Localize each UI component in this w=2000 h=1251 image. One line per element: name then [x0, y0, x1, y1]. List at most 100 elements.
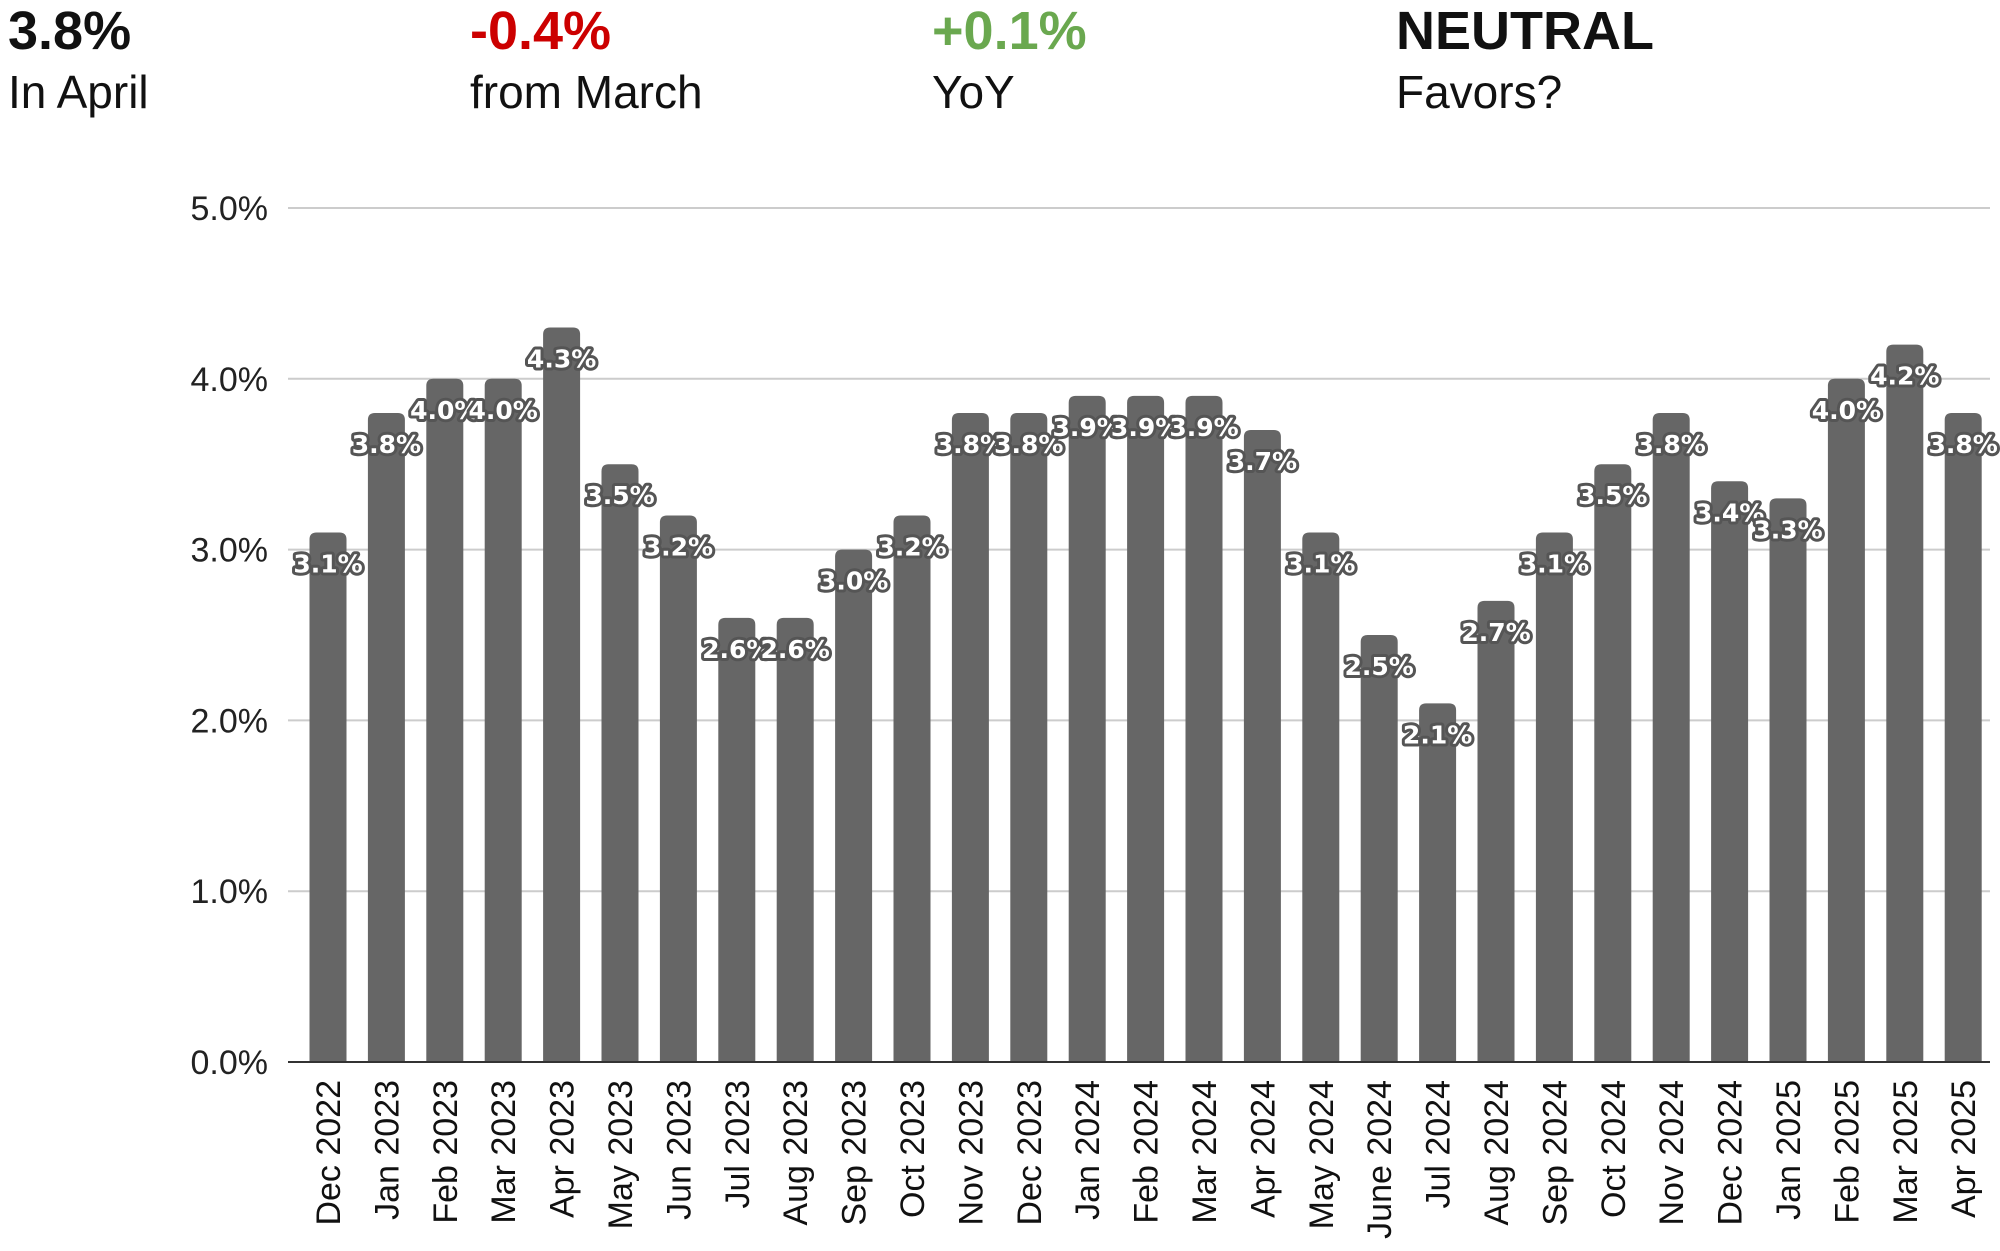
- bar: [1769, 498, 1807, 1062]
- x-category-label: Aug 2024: [1478, 1080, 1516, 1226]
- bar: [1535, 532, 1573, 1062]
- bar: [835, 549, 873, 1062]
- bar: [309, 532, 347, 1062]
- x-category-label: Oct 2023: [894, 1080, 932, 1218]
- bars: [309, 327, 1982, 1063]
- data-label: 2.7%: [1461, 618, 1530, 647]
- bar: [1302, 532, 1340, 1062]
- data-label: 2.5%: [1345, 652, 1414, 681]
- bar: [1886, 344, 1924, 1062]
- y-tick-label: 1.0%: [191, 873, 269, 911]
- x-category-label: Sep 2023: [836, 1080, 874, 1226]
- bar: [1944, 412, 1982, 1063]
- stat-month-change: -0.4% from March: [470, 0, 703, 122]
- bar: [426, 378, 464, 1062]
- x-category-label: June 2024: [1361, 1080, 1399, 1239]
- x-category-label: Jul 2023: [719, 1080, 757, 1209]
- x-category-label: Nov 2023: [952, 1080, 990, 1226]
- bar: [1127, 395, 1165, 1062]
- data-label: 3.8%: [1929, 430, 1998, 459]
- bar: [951, 412, 989, 1063]
- data-label: 2.6%: [702, 635, 771, 664]
- data-label: 3.3%: [1753, 515, 1822, 544]
- bar: [718, 617, 756, 1062]
- data-label: 2.6%: [761, 635, 830, 664]
- x-category-label: Jan 2023: [368, 1080, 406, 1220]
- bar: [1827, 378, 1865, 1062]
- stat-yoy-change: +0.1% YoY: [932, 0, 1087, 122]
- data-label: 3.0%: [819, 567, 888, 596]
- bar: [543, 327, 581, 1062]
- stat-favors: NEUTRAL Favors?: [1396, 0, 1654, 122]
- data-label: 3.7%: [1228, 447, 1297, 476]
- x-category-label: Feb 2024: [1128, 1080, 1166, 1224]
- data-label: 3.1%: [293, 550, 362, 579]
- x-axis-category-labels: Dec 2022 Jan 2023 Feb 2023 Mar 2023 Apr 2023…: [310, 1080, 1983, 1239]
- data-label: 3.9%: [1169, 413, 1238, 442]
- y-tick-label: 4.0%: [191, 361, 269, 399]
- stat-value: -0.4%: [470, 1, 612, 61]
- data-label: 3.2%: [644, 532, 713, 561]
- data-label: 3.8%: [936, 430, 1005, 459]
- x-category-label: Jun 2023: [660, 1080, 698, 1220]
- x-category-label: Aug 2023: [777, 1080, 815, 1226]
- data-label: 3.5%: [585, 481, 654, 510]
- bar: [893, 515, 931, 1062]
- x-category-label: May 2024: [1303, 1080, 1341, 1229]
- x-category-label: Mar 2024: [1186, 1080, 1224, 1224]
- stat-value: NEUTRAL: [1396, 1, 1654, 61]
- data-label: 3.1%: [1520, 550, 1589, 579]
- y-tick-label: 5.0%: [191, 190, 269, 228]
- bar: [776, 617, 814, 1062]
- x-category-label: Sep 2024: [1536, 1080, 1574, 1226]
- stat-label: YoY: [932, 66, 1015, 118]
- data-label: 3.5%: [1578, 481, 1647, 510]
- y-tick-label: 2.0%: [191, 702, 269, 740]
- data-labels: 3.1%3.8%4.0%4.0%4.3%3.5%3.2%2.6%2.6%3.0%…: [290, 342, 2000, 753]
- x-category-label: Feb 2023: [427, 1080, 465, 1224]
- bar: [484, 378, 522, 1062]
- x-category-label: Jan 2025: [1770, 1080, 1808, 1220]
- stat-value: 3.8%: [8, 1, 132, 61]
- bar: [1243, 430, 1281, 1062]
- x-category-label: Jan 2024: [1069, 1080, 1107, 1220]
- x-category-label: Apr 2024: [1244, 1080, 1282, 1218]
- y-tick-label: 3.0%: [191, 532, 269, 570]
- stat-current-rate: 3.8% In April: [8, 0, 149, 122]
- data-label: 2.1%: [1403, 720, 1472, 749]
- stat-label: In April: [8, 66, 149, 118]
- bar: [1185, 395, 1223, 1062]
- x-category-label: Apr 2023: [544, 1080, 582, 1218]
- data-label: 3.2%: [877, 532, 946, 561]
- data-label: 4.3%: [527, 345, 596, 374]
- data-label: 4.0%: [410, 396, 479, 425]
- x-category-label: Oct 2024: [1595, 1080, 1633, 1218]
- x-category-label: Dec 2024: [1712, 1080, 1750, 1226]
- x-category-label: Mar 2023: [485, 1080, 523, 1224]
- bar: [1711, 481, 1749, 1062]
- bar: [659, 515, 697, 1062]
- data-label: 3.9%: [1111, 413, 1180, 442]
- x-category-label: Mar 2025: [1887, 1080, 1925, 1224]
- x-category-label: Apr 2025: [1945, 1080, 1983, 1218]
- bar: [1419, 703, 1457, 1062]
- data-label: 4.0%: [469, 396, 538, 425]
- bar: [367, 412, 405, 1063]
- x-category-label: Jul 2024: [1420, 1080, 1458, 1209]
- data-label: 3.1%: [1286, 550, 1355, 579]
- bar: [1360, 635, 1398, 1062]
- data-label: 4.0%: [1812, 396, 1881, 425]
- data-label: 4.2%: [1870, 362, 1939, 391]
- bar: [1594, 464, 1632, 1062]
- bar: [1477, 600, 1515, 1062]
- x-category-label: Dec 2022: [310, 1080, 348, 1226]
- y-tick-label: 0.0%: [191, 1044, 269, 1082]
- stat-value: +0.1%: [932, 1, 1087, 61]
- bar: [1652, 412, 1690, 1063]
- y-axis-tick-labels: 0.0% 1.0% 2.0% 3.0% 4.0% 5.0%: [191, 190, 269, 1082]
- x-category-label: Feb 2025: [1828, 1080, 1866, 1224]
- data-label: 3.8%: [1637, 430, 1706, 459]
- stat-label: Favors?: [1396, 66, 1563, 118]
- bar: [601, 464, 639, 1062]
